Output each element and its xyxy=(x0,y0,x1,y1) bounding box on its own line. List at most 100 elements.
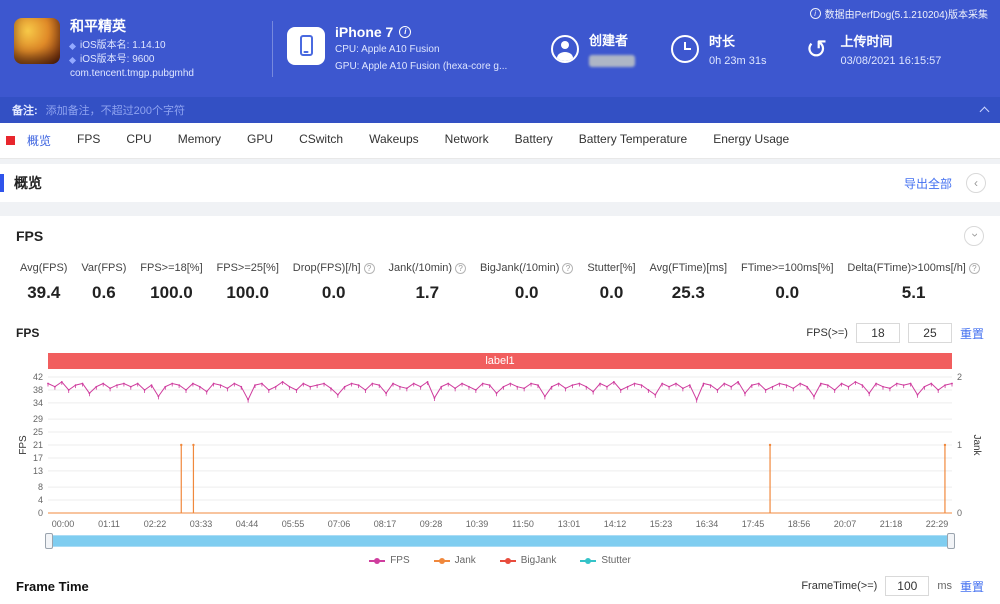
creator-name-blurred xyxy=(589,55,635,67)
frame-time-reset-link[interactable]: 重置 xyxy=(959,579,984,594)
collapse-down-button[interactable]: ‹ xyxy=(964,226,984,246)
info-icon[interactable]: ? xyxy=(455,262,467,274)
chart-label-banner: label1 xyxy=(48,353,952,369)
frame-time-controls: FrameTime(>=) ms 重置 xyxy=(801,576,984,596)
svg-text:42: 42 xyxy=(33,372,43,382)
diamond-bullet-icon xyxy=(68,56,77,64)
svg-text:17:45: 17:45 xyxy=(742,519,765,529)
fps-stat-value: 100.0 xyxy=(226,283,269,302)
tabs: 概览 FPS CPU Memory GPU CSwitch Wakeups Network Ba… xyxy=(27,132,789,149)
chevron-up-icon[interactable] xyxy=(979,106,990,117)
creator-block: 创建者 xyxy=(551,30,635,67)
fps-stat-value: 0.6 xyxy=(92,283,116,302)
zoom-slider[interactable] xyxy=(45,533,955,549)
export-all-link[interactable]: 导出全部 xyxy=(903,176,952,191)
section-accent-bar xyxy=(0,174,4,192)
info-icon: i xyxy=(809,8,821,19)
svg-text:08:17: 08:17 xyxy=(374,519,397,529)
tab-6[interactable]: Wakeups xyxy=(369,132,419,146)
tab-2[interactable]: CPU xyxy=(126,132,152,146)
tab-7[interactable]: Network xyxy=(444,132,489,146)
fps-stat: Drop(FPS)[/h]? 0.0 xyxy=(293,262,375,303)
legend-marker-icon xyxy=(369,557,386,564)
fps-stat-value: 0.0 xyxy=(775,283,800,302)
divider xyxy=(272,20,273,77)
clock-icon xyxy=(671,34,699,63)
tab-10[interactable]: Energy Usage xyxy=(713,132,790,146)
data-source-note: i 数据由PerfDog(5.1.210204)版本采集 xyxy=(809,6,988,21)
collapse-left-button[interactable]: ‹ xyxy=(966,173,986,193)
svg-text:FPS: FPS xyxy=(18,435,29,455)
frame-time-threshold-label: FrameTime(>=) xyxy=(801,580,878,592)
frame-time-threshold-input[interactable] xyxy=(885,576,930,596)
svg-text:2: 2 xyxy=(957,372,962,382)
fps-stat: Stutter[%] 0.0 xyxy=(587,262,636,302)
ios-version-code: iOS版本号: 9600 xyxy=(80,54,155,65)
zoom-handle-right[interactable] xyxy=(947,533,955,549)
app-package: com.tencent.tmgp.pubgmhd xyxy=(70,68,194,79)
info-icon[interactable]: i xyxy=(399,25,412,38)
tab-3[interactable]: Memory xyxy=(177,132,222,146)
fps-threshold-low-input[interactable] xyxy=(855,323,900,343)
tab-9[interactable]: Battery Temperature xyxy=(578,132,688,146)
app-info-block: 和平精英 iOS版本名: 1.14.10 iOS版本号: 9600 com.te… xyxy=(14,16,258,81)
svg-text:10:39: 10:39 xyxy=(466,519,489,529)
device-info-block: iPhone 7 i CPU: Apple A10 Fusion GPU: App… xyxy=(287,24,523,74)
upload-value: 03/08/2021 16:15:57 xyxy=(840,54,942,67)
svg-text:07:06: 07:06 xyxy=(328,519,351,529)
fps-chart-title: FPS xyxy=(16,326,40,340)
fps-section-title: FPS xyxy=(16,228,44,244)
legend-item-jank[interactable]: Jank xyxy=(433,555,476,566)
fps-reset-link[interactable]: 重置 xyxy=(959,326,984,341)
duration-value: 0h 23m 31s xyxy=(709,54,767,67)
svg-text:17: 17 xyxy=(33,453,43,463)
tab-0[interactable]: 概览 xyxy=(27,134,52,148)
fps-stat: Delta(FTime)>100ms[/h]? 5.1 xyxy=(847,262,980,303)
info-icon[interactable]: ? xyxy=(363,262,375,274)
fps-stat-value: 0.0 xyxy=(321,283,346,302)
fps-stat-value: 1.7 xyxy=(415,283,440,302)
overview-title: 概览 xyxy=(14,175,42,191)
fps-stat: FPS>=25[%] 100.0 xyxy=(216,262,279,302)
overview-section-header: 概览 导出全部 ‹ xyxy=(0,164,1000,202)
svg-text:25: 25 xyxy=(33,427,43,437)
svg-text:00:00: 00:00 xyxy=(52,519,75,529)
legend-marker-icon xyxy=(433,557,450,564)
svg-text:22:29: 22:29 xyxy=(926,519,949,529)
svg-text:05:55: 05:55 xyxy=(282,519,305,529)
svg-text:16:34: 16:34 xyxy=(696,519,719,529)
fps-threshold-controls: FPS(>=) 重置 xyxy=(806,323,984,343)
diamond-bullet-icon xyxy=(68,42,77,50)
note-placeholder[interactable]: 添加备注，不超过200个字符 xyxy=(45,105,186,117)
fps-stat-value: 39.4 xyxy=(27,283,61,302)
svg-text:09:28: 09:28 xyxy=(420,519,443,529)
chart-legend: FPS Jank BigJank Stutter xyxy=(16,555,984,566)
tab-1[interactable]: FPS xyxy=(77,132,101,146)
fps-stat-value: 0.0 xyxy=(599,283,624,302)
tab-8[interactable]: Battery xyxy=(514,132,553,146)
svg-text:02:22: 02:22 xyxy=(144,519,167,529)
note-label: 备注: xyxy=(12,105,38,117)
tab-4[interactable]: GPU xyxy=(247,132,274,146)
duration-block: 时长 0h 23m 31s xyxy=(671,31,766,67)
info-icon[interactable]: ? xyxy=(968,262,980,274)
frame-time-title: Frame Time xyxy=(16,578,89,594)
info-icon[interactable]: ? xyxy=(562,262,574,274)
zoom-handle-left[interactable] xyxy=(45,533,53,549)
svg-text:11:50: 11:50 xyxy=(512,519,534,529)
device-cpu: CPU: Apple A10 Fusion xyxy=(335,43,440,55)
note-bar[interactable]: 备注: 添加备注，不超过200个字符 xyxy=(0,97,1000,123)
creator-label: 创建者 xyxy=(589,33,629,48)
fps-threshold-high-input[interactable] xyxy=(907,323,952,343)
legend-item-bigjank[interactable]: BigJank xyxy=(499,555,556,566)
fps-threshold-label: FPS(>=) xyxy=(806,327,848,339)
svg-text:14:12: 14:12 xyxy=(604,519,627,529)
legend-marker-icon xyxy=(499,557,516,564)
fps-stat: Avg(FPS) 39.4 xyxy=(20,262,68,302)
svg-text:0: 0 xyxy=(38,508,43,518)
svg-text:29: 29 xyxy=(33,414,43,424)
legend-item-stutter[interactable]: Stutter xyxy=(580,555,631,566)
legend-item-fps[interactable]: FPS xyxy=(369,555,410,566)
tab-5[interactable]: CSwitch xyxy=(299,132,344,146)
svg-text:4: 4 xyxy=(38,495,43,505)
